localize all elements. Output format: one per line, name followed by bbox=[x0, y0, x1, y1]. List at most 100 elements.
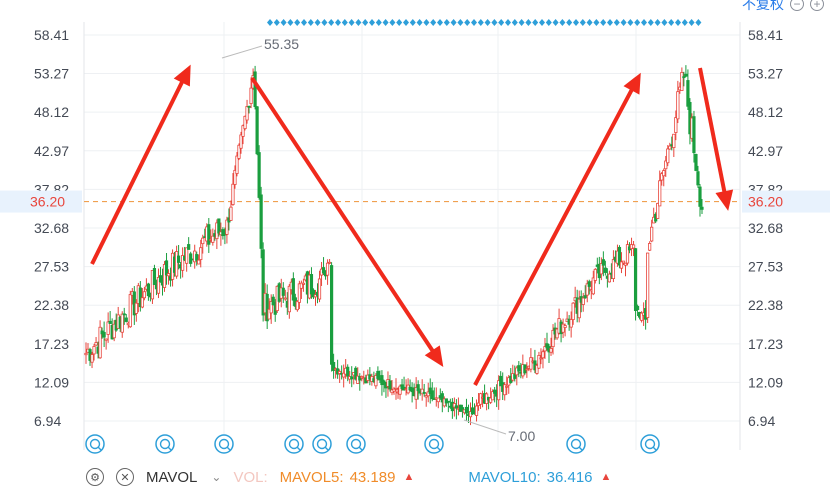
candle-body bbox=[581, 297, 585, 305]
candle-body bbox=[195, 254, 199, 261]
event-marker-icon[interactable] bbox=[566, 434, 586, 454]
candle-body bbox=[569, 319, 573, 328]
close-icon[interactable]: ✕ bbox=[116, 468, 134, 486]
candle-body bbox=[138, 287, 142, 308]
candle-body bbox=[299, 282, 303, 289]
min-price-leader bbox=[463, 419, 507, 435]
vol-label: VOL: bbox=[233, 468, 268, 486]
y-tick-label-right: 12.09 bbox=[748, 374, 783, 390]
candle-body bbox=[124, 317, 128, 322]
candle-body bbox=[551, 329, 555, 348]
candle-body bbox=[112, 323, 116, 339]
marker-diamond bbox=[613, 19, 620, 26]
marker-diamond bbox=[668, 19, 675, 26]
candle-body bbox=[640, 312, 644, 321]
marker-diamond bbox=[355, 19, 362, 26]
candle-body bbox=[633, 248, 638, 311]
candle-body bbox=[301, 282, 306, 285]
y-tick-label-right: 48.12 bbox=[748, 104, 783, 120]
candle-body bbox=[358, 376, 362, 381]
candle-body bbox=[98, 326, 102, 359]
candle-body bbox=[440, 393, 444, 403]
candle-body bbox=[346, 366, 350, 377]
event-marker-icon[interactable] bbox=[424, 434, 444, 454]
candle-body bbox=[491, 391, 495, 401]
settings-gear-icon[interactable]: ⚙ bbox=[86, 468, 104, 486]
candle-body bbox=[561, 323, 565, 333]
marker-diamond bbox=[430, 19, 437, 26]
price-box-right bbox=[742, 190, 830, 213]
candle-body bbox=[474, 405, 479, 416]
candle-body bbox=[674, 117, 678, 133]
candle-body bbox=[221, 229, 225, 237]
candle-body bbox=[416, 384, 420, 392]
candle-body bbox=[102, 331, 106, 338]
candle-body bbox=[422, 391, 426, 394]
candle-body bbox=[676, 91, 680, 120]
candle-body bbox=[329, 265, 334, 365]
candle-body bbox=[311, 289, 316, 298]
candle-body bbox=[400, 384, 404, 389]
event-marker-icon[interactable] bbox=[284, 434, 304, 454]
candle-body bbox=[201, 237, 205, 245]
candle-body bbox=[591, 277, 595, 295]
event-marker-icon[interactable] bbox=[155, 434, 175, 454]
candle-body bbox=[380, 375, 384, 386]
candle-body bbox=[585, 283, 589, 296]
candle-body bbox=[497, 380, 501, 401]
y-tick-label-left: 17.23 bbox=[34, 336, 69, 352]
candle-body bbox=[108, 320, 112, 324]
adjust-mode-link[interactable]: 不复权 bbox=[742, 0, 784, 12]
candle-body bbox=[623, 262, 628, 266]
zoom-in-icon[interactable]: + bbox=[810, 0, 824, 11]
event-marker-icon[interactable] bbox=[214, 434, 234, 454]
chevron-down-icon[interactable]: ⌄ bbox=[211, 470, 222, 484]
candle-body bbox=[295, 301, 299, 311]
candle-body bbox=[309, 274, 314, 295]
event-marker-icon[interactable] bbox=[640, 434, 660, 454]
candle-body bbox=[199, 247, 203, 260]
indicator-name[interactable]: MAVOL bbox=[146, 468, 198, 486]
candle-body bbox=[424, 395, 428, 398]
candle-body bbox=[338, 371, 342, 374]
candle-body bbox=[662, 170, 666, 177]
zoom-out-icon[interactable]: − bbox=[790, 0, 804, 11]
marker-diamond bbox=[437, 19, 443, 26]
candle-body bbox=[84, 352, 88, 356]
event-marker-icon[interactable] bbox=[346, 434, 366, 454]
candle-body bbox=[513, 374, 517, 379]
candle-body bbox=[464, 406, 469, 414]
candle-body bbox=[207, 224, 211, 245]
candle-body bbox=[446, 400, 450, 403]
candle-body bbox=[281, 287, 285, 296]
candle-body bbox=[211, 235, 215, 243]
candle-body bbox=[225, 219, 229, 235]
marker-diamond bbox=[627, 19, 634, 26]
candle-body bbox=[243, 115, 247, 130]
event-marker-icon[interactable] bbox=[312, 434, 332, 454]
candle-body bbox=[374, 375, 378, 387]
indicator-bar: ⚙ ✕ MAVOL ⌄ VOL: MAVOL5: 43.189 ▲ MAVOL1… bbox=[0, 460, 830, 494]
event-marker-icon[interactable] bbox=[85, 434, 105, 454]
candle-body bbox=[350, 376, 354, 380]
candle-body bbox=[621, 260, 626, 264]
candle-body bbox=[128, 294, 132, 328]
candle-body bbox=[541, 351, 545, 359]
candle-body bbox=[535, 364, 539, 374]
current-price-right: 36.20 bbox=[748, 194, 783, 210]
candle-body bbox=[392, 388, 396, 392]
marker-diamond bbox=[688, 19, 695, 26]
event-markers[interactable] bbox=[85, 434, 660, 454]
candle-body bbox=[134, 302, 138, 314]
candle-body bbox=[658, 180, 662, 207]
candle-body bbox=[698, 186, 702, 207]
max-price-annotation: 55.35 bbox=[264, 36, 299, 52]
y-axis-left: 58.4153.2748.1242.9737.8232.6827.5322.38… bbox=[34, 27, 69, 429]
candle-body bbox=[656, 203, 660, 219]
y-tick-label-right: 32.68 bbox=[748, 220, 783, 236]
marker-diamond bbox=[321, 19, 328, 26]
candle-body bbox=[92, 346, 96, 355]
marker-diamond bbox=[586, 19, 593, 26]
candle-body bbox=[563, 325, 567, 328]
